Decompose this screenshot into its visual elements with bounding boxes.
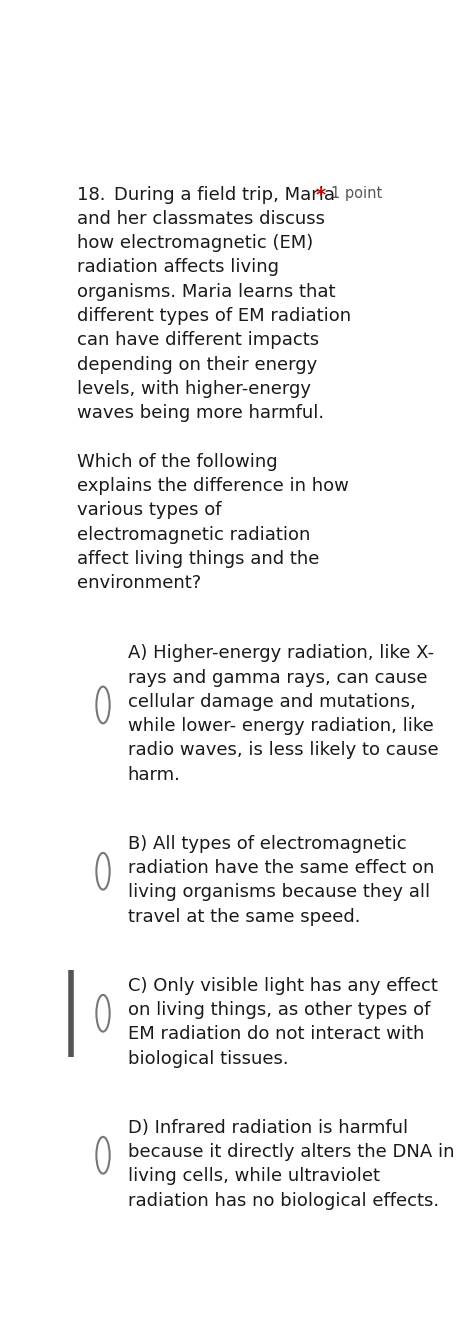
Text: radiation has no biological effects.: radiation has no biological effects. [128,1191,439,1210]
Text: 1 point: 1 point [331,186,382,200]
Text: C) Only visible light has any effect: C) Only visible light has any effect [128,977,437,995]
Text: on living things, as other types of: on living things, as other types of [128,1002,430,1019]
Text: cellular damage and mutations,: cellular damage and mutations, [128,693,416,710]
Text: and her classmates discuss: and her classmates discuss [77,209,325,228]
Text: harm.: harm. [128,766,180,783]
Text: affect living things and the: affect living things and the [77,550,319,568]
Text: various types of: various types of [77,501,222,519]
Text: different types of EM radiation: different types of EM radiation [77,307,351,325]
Text: while lower- energy radiation, like: while lower- energy radiation, like [128,717,434,735]
Text: organisms. Maria learns that: organisms. Maria learns that [77,282,336,301]
Text: B) All types of electromagnetic: B) All types of electromagnetic [128,835,407,853]
Text: travel at the same speed.: travel at the same speed. [128,908,360,926]
Text: rays and gamma rays, can cause: rays and gamma rays, can cause [128,669,427,686]
Text: explains the difference in how: explains the difference in how [77,477,349,496]
Text: *: * [316,186,326,204]
Text: can have different impacts: can have different impacts [77,331,319,350]
Text: depending on their energy: depending on their energy [77,355,317,374]
Text: how electromagnetic (EM): how electromagnetic (EM) [77,235,314,252]
Text: biological tissues.: biological tissues. [128,1049,288,1068]
Text: radio waves, is less likely to cause: radio waves, is less likely to cause [128,742,438,759]
Text: waves being more harmful.: waves being more harmful. [77,404,324,423]
Text: During a field trip, Maria: During a field trip, Maria [114,186,335,204]
Text: radiation have the same effect on: radiation have the same effect on [128,859,434,877]
Text: living cells, while ultraviolet: living cells, while ultraviolet [128,1167,380,1186]
Text: D) Infrared radiation is harmful: D) Infrared radiation is harmful [128,1118,408,1137]
Text: levels, with higher-energy: levels, with higher-energy [77,380,311,398]
Text: environment?: environment? [77,574,201,592]
Text: living organisms because they all: living organisms because they all [128,884,430,901]
Text: because it directly alters the DNA in: because it directly alters the DNA in [128,1143,454,1161]
Text: EM radiation do not interact with: EM radiation do not interact with [128,1026,424,1043]
Text: 18.: 18. [77,186,106,204]
Text: Which of the following: Which of the following [77,453,278,470]
Text: radiation affects living: radiation affects living [77,258,279,277]
Text: electromagnetic radiation: electromagnetic radiation [77,526,310,543]
Text: A) Higher-energy radiation, like X-: A) Higher-energy radiation, like X- [128,644,434,662]
